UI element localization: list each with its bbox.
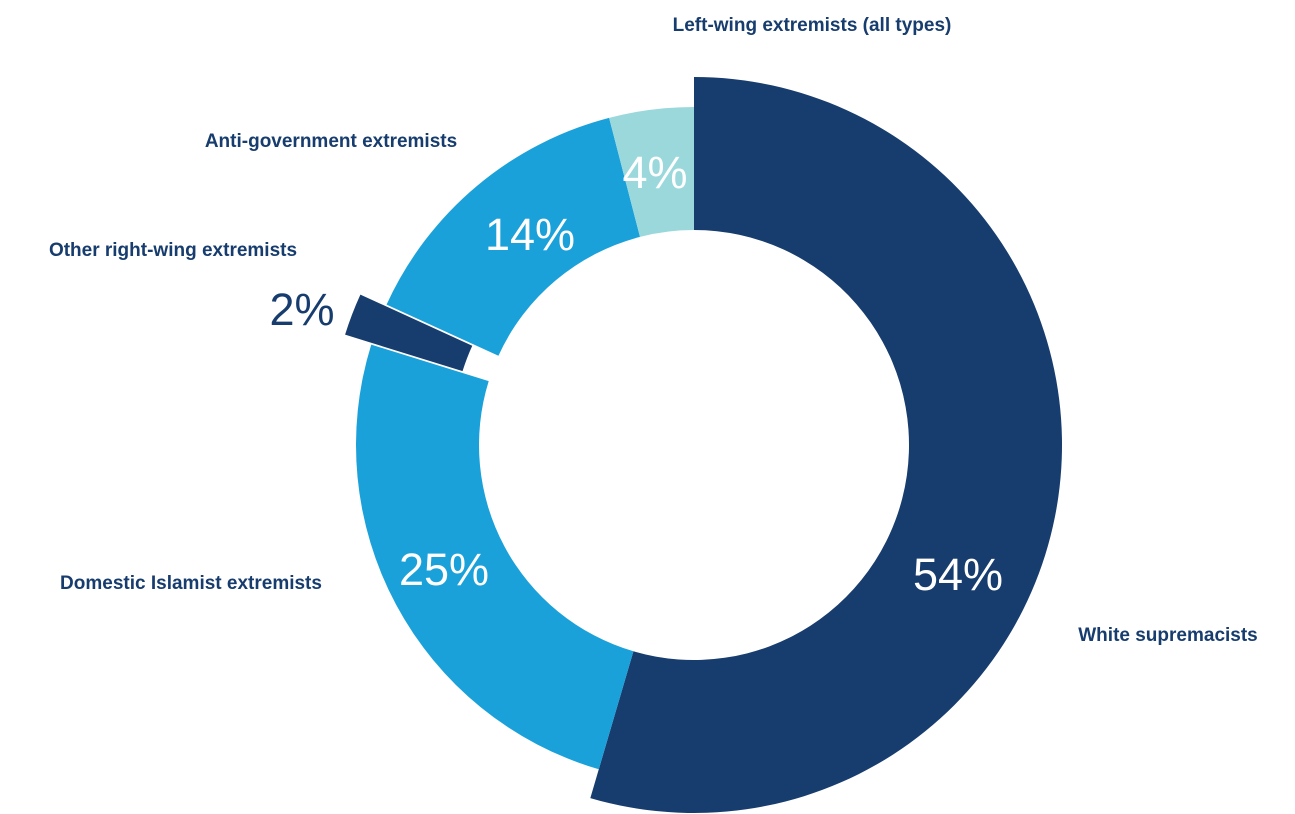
donut-labels: 54% White supremacists 25% Domestic Islamis… [49, 15, 1258, 646]
slice-anti-government-extremists [386, 117, 640, 356]
value-label-0: 54% [913, 549, 1003, 600]
donut-slices [345, 77, 1063, 813]
category-label-4: Left-wing extremists (all types) [673, 15, 952, 36]
value-label-3: 14% [485, 209, 575, 260]
value-label-4: 4% [622, 147, 687, 198]
slice-left-wing-extremists-all-types [609, 107, 694, 237]
slice-domestic-islamist-extremists [355, 344, 634, 770]
category-label-0: White supremacists [1078, 625, 1258, 646]
category-label-2: Other right-wing extremists [49, 240, 297, 261]
slice-white-supremacists [590, 77, 1063, 813]
value-label-2: 2% [269, 284, 334, 335]
category-label-1: Domestic Islamist extremists [60, 573, 322, 594]
category-label-3: Anti-government extremists [205, 131, 457, 152]
slice-other-right-wing-extremists [345, 294, 473, 372]
value-label-1: 25% [399, 544, 489, 595]
